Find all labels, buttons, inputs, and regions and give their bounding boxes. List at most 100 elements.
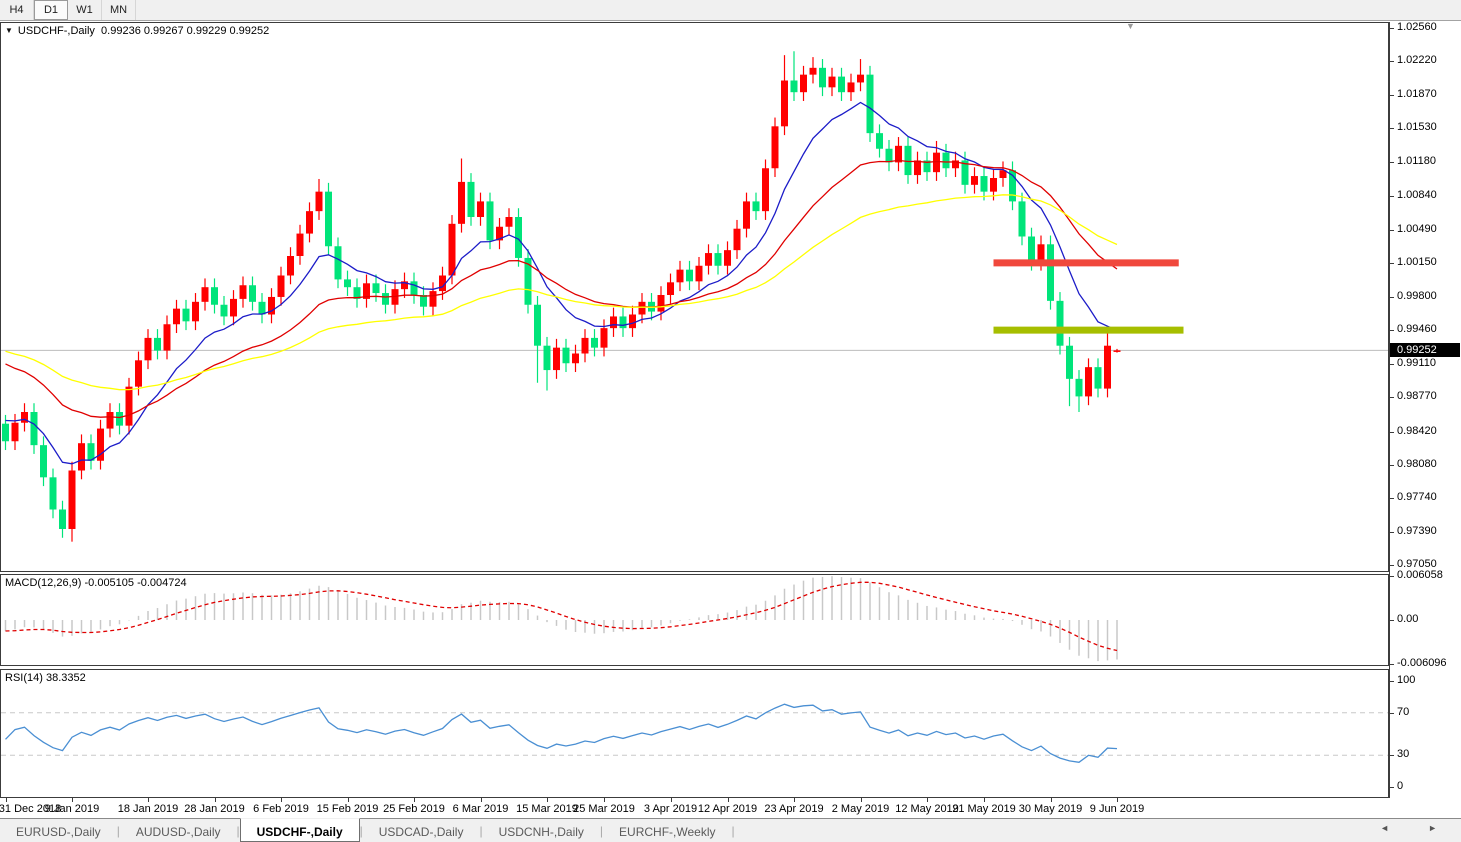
tick-mark — [1390, 681, 1394, 682]
macd-panel[interactable]: MACD(12,26,9) -0.005105 -0.004724 — [0, 574, 1389, 666]
date-label: 9 Jun 2019 — [1089, 803, 1145, 815]
tick-mark — [1390, 27, 1394, 29]
tick-mark — [1390, 364, 1394, 366]
date-label: 3 Apr 2019 — [643, 803, 698, 815]
date-label: 25 Mar 2019 — [573, 803, 635, 815]
date-label: 18 Jan 2019 — [117, 803, 179, 815]
price-tick-label: 0.98420 — [1397, 424, 1437, 437]
price-tick-label: 1.02220 — [1397, 54, 1437, 66]
ma-fast-line — [5, 101, 1118, 465]
tick-mark — [1390, 664, 1394, 665]
date-tick-mark — [1117, 798, 1118, 802]
price-tick-label: 0.98080 — [1397, 457, 1437, 470]
price-tick-label: 0.99800 — [1397, 289, 1437, 302]
tick-mark — [1390, 620, 1394, 621]
date-label: 23 Apr 2019 — [764, 803, 824, 815]
date-tick-mark — [727, 798, 729, 802]
rsi-panel[interactable]: RSI(14) 38.3352 — [0, 669, 1389, 798]
date-label: 2 May 2019 — [831, 803, 890, 815]
date-tick-mark — [984, 798, 985, 802]
timeframe-button-w1[interactable]: W1 — [68, 0, 102, 20]
date-label: 6 Mar 2019 — [452, 803, 509, 815]
rsi-tick-label: 30 — [1397, 748, 1410, 761]
chart-title: ▼ USDCHF-,Daily 0.99236 0.99267 0.99229 0… — [5, 25, 269, 37]
price-tick-label: 0.99110 — [1397, 357, 1436, 370]
symbol-tab-bar: ◄ ► EURUSD-,Daily | AUDUSD-,Daily | USDCHF-,… — [0, 818, 1461, 842]
tick-mark — [1390, 531, 1394, 533]
date-tick-mark — [927, 798, 928, 802]
tab-audusd[interactable]: AUDUSD-,Daily — [135, 825, 221, 839]
price-axis[interactable]: 1.02560 1.02220 1.01870 1.01530 1.01180 1.008… — [1389, 20, 1461, 798]
tab-separator: | — [116, 823, 120, 838]
price-tick-label: 0.98770 — [1397, 390, 1437, 403]
tick-mark — [1390, 262, 1394, 264]
candles-layer — [2, 51, 1121, 542]
tick-mark — [1390, 229, 1394, 231]
date-tick-mark — [414, 798, 415, 802]
rsi-indicator-name: RSI(14) — [5, 672, 43, 684]
date-tick-mark — [347, 798, 349, 802]
tick-mark — [1390, 576, 1394, 577]
price-tick-label: 1.02560 — [1397, 20, 1437, 33]
tick-mark — [1390, 397, 1394, 399]
rsi-tick-label: 70 — [1397, 705, 1410, 718]
macd-histogram — [4, 576, 1118, 662]
tab-separator: | — [599, 823, 604, 838]
macd-values: -0.005105 -0.004724 — [84, 577, 187, 589]
date-label: 6 Feb 2019 — [253, 803, 309, 815]
tab-separator: | — [731, 823, 735, 838]
timeframe-button-mn[interactable]: MN — [102, 0, 136, 20]
main-chart-panel[interactable]: ▼ USDCHF-,Daily 0.99236 0.99267 0.99229 0… — [0, 22, 1389, 572]
rsi-value: 38.3352 — [45, 672, 86, 684]
price-tick-label: 1.00150 — [1397, 255, 1437, 268]
timeframe-button-h4[interactable]: H4 — [0, 0, 34, 20]
macd-tick-label: 0.006058 — [1397, 569, 1443, 581]
price-tick-label: 0.97740 — [1397, 490, 1437, 503]
ma-slow-line — [5, 194, 1118, 391]
rsi-chart[interactable] — [0, 669, 1389, 798]
macd-tick-label: -0.006096 — [1397, 657, 1447, 669]
price-tick-label: 0.97390 — [1397, 524, 1437, 537]
tab-usdcnh[interactable]: USDCNH-,Daily — [498, 825, 584, 839]
date-tick-mark — [794, 798, 795, 802]
macd-label: MACD(12,26,9) -0.005105 -0.004724 — [5, 577, 187, 589]
date-label: 31 Dec 2018 — [0, 803, 62, 815]
dropdown-arrow-icon[interactable]: ▼ — [5, 26, 13, 35]
date-tick-mark — [281, 798, 282, 802]
tick-mark — [1390, 195, 1394, 197]
price-tick-label: 1.00490 — [1397, 222, 1437, 235]
date-label: 15 Feb 2019 — [316, 803, 379, 815]
tick-mark — [1390, 755, 1394, 757]
chart-ohlc-values: 0.99236 0.99267 0.99229 0.99252 — [101, 25, 270, 37]
tab-separator: | — [479, 823, 483, 838]
scroll-left-icon[interactable]: ◄ — [1380, 823, 1389, 833]
date-axis[interactable]: 31 Dec 2018 9 Jan 2019 18 Jan 2019 28 Jan 2… — [0, 798, 1389, 818]
date-tick-mark — [214, 798, 216, 802]
tab-eurusd[interactable]: EURUSD-,Daily — [16, 825, 101, 839]
axis-border — [1389, 22, 1390, 798]
price-tick-label: 0.97050 — [1397, 558, 1437, 571]
date-label: 15 Mar 2019 — [516, 803, 578, 815]
chart-symbol-period: USDCHF-,Daily — [17, 25, 95, 37]
scroll-right-icon[interactable]: ► — [1428, 823, 1437, 833]
macd-chart[interactable] — [0, 574, 1389, 666]
tick-mark — [1390, 95, 1394, 97]
tab-usdchf[interactable]: USDCHF-,Daily — [239, 818, 360, 842]
chart-shift-icon[interactable]: ▼ — [1126, 21, 1135, 31]
date-tick-mark — [604, 798, 605, 802]
timeframe-toolbar: H4 D1 W1 MN — [0, 0, 1461, 21]
candlestick-chart[interactable] — [0, 22, 1389, 572]
rsi-tick-label: 100 — [1397, 674, 1416, 686]
date-tick-mark — [72, 798, 73, 802]
date-label: 25 Feb 2019 — [383, 803, 445, 815]
tab-eurchf[interactable]: EURCHF-,Weekly — [619, 825, 716, 839]
date-tick-mark — [1050, 798, 1052, 802]
date-label: 30 May 2019 — [1018, 803, 1083, 815]
price-tick-label: 0.99460 — [1397, 323, 1437, 336]
tick-mark — [1390, 431, 1394, 433]
macd-tick-label: 0.00 — [1397, 613, 1419, 625]
price-tick-label: 1.01870 — [1397, 88, 1437, 101]
tick-mark — [1390, 296, 1394, 298]
timeframe-button-d1[interactable]: D1 — [34, 0, 68, 20]
tab-usdcad[interactable]: USDCAD-,Daily — [378, 825, 464, 839]
